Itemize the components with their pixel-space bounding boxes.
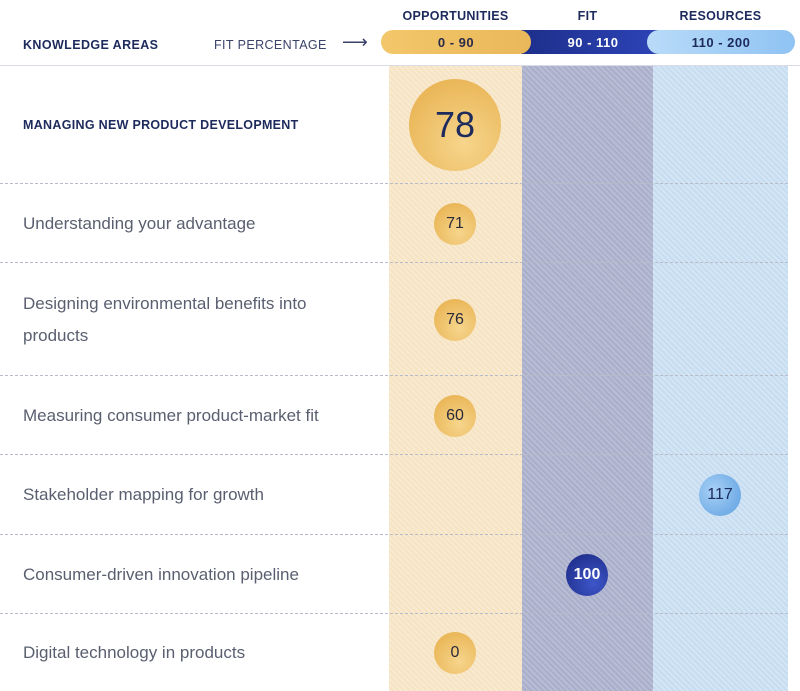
- arrow-right-icon: ⟶: [342, 32, 368, 52]
- table-row: Consumer-driven innovation pipeline 100: [0, 535, 788, 614]
- row-label: Stakeholder mapping for growth: [23, 485, 264, 504]
- value-bubble: 76: [434, 298, 476, 341]
- knowledge-areas-label: KNOWLEDGE AREAS: [23, 38, 159, 52]
- column-title-opportunities: OPPORTUNITIES: [402, 9, 509, 23]
- resources-column-band: [653, 66, 788, 691]
- table-row: Measuring consumer product-market fit 60: [0, 376, 788, 455]
- table-row: Digital technology in products 0: [0, 614, 788, 691]
- row-label: Measuring consumer product-market fit: [23, 405, 319, 425]
- column-title-resources: RESOURCES: [679, 9, 762, 23]
- column-title-fit: FIT: [577, 9, 598, 23]
- row-label: MANAGING NEW PRODUCT DEVELOPMENT: [23, 118, 299, 132]
- table-row: Stakeholder mapping for growth 117: [0, 455, 788, 535]
- range-pill-resources: 110 - 200: [647, 30, 795, 54]
- range-pill-opportunities: 0 - 90: [381, 30, 531, 54]
- range-pill-fit: 90 - 110: [521, 30, 661, 54]
- row-label: Designing environmental benefits into pr…: [23, 293, 307, 345]
- summary-row: MANAGING NEW PRODUCT DEVELOPMENT 78: [0, 66, 788, 184]
- value-bubble: 78: [409, 79, 501, 171]
- value-bubble: 117: [699, 474, 741, 516]
- chart-header: KNOWLEDGE AREAS FIT PERCENTAGE ⟶ OPPORTU…: [0, 0, 800, 66]
- table-row: Understanding your advantage 71: [0, 184, 788, 263]
- range-legend-bar: 90 - 110 110 - 200 0 - 90: [381, 30, 795, 54]
- table-row: Designing environmental benefits into pr…: [0, 263, 788, 376]
- row-label: Digital technology in products: [23, 642, 246, 662]
- value-bubble: 100: [566, 553, 608, 596]
- fit-column-band: [522, 66, 653, 691]
- value-bubble: 0: [434, 631, 476, 674]
- row-label: Consumer-driven innovation pipeline: [23, 564, 299, 584]
- value-bubble: 71: [434, 202, 476, 245]
- fit-percentage-label: FIT PERCENTAGE: [214, 38, 327, 52]
- value-bubble: 60: [434, 394, 476, 437]
- row-label: Understanding your advantage: [23, 213, 256, 233]
